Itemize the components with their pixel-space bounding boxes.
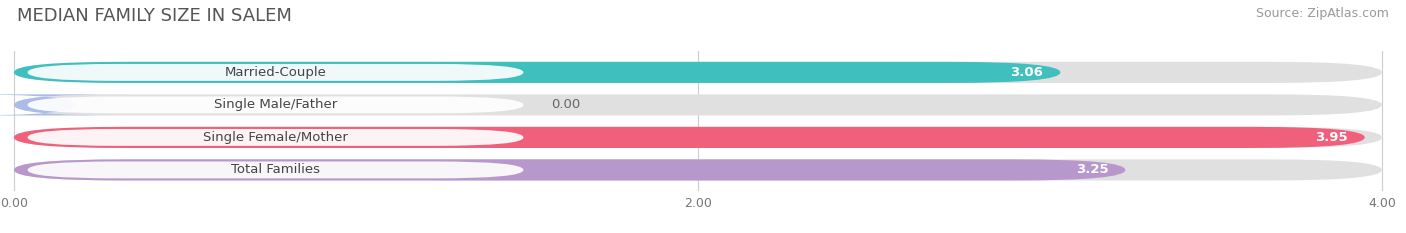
FancyBboxPatch shape: [28, 161, 523, 178]
Text: Single Female/Mother: Single Female/Mother: [202, 131, 347, 144]
Text: 0.00: 0.00: [551, 98, 581, 111]
Text: Source: ZipAtlas.com: Source: ZipAtlas.com: [1256, 7, 1389, 20]
Text: 3.06: 3.06: [1011, 66, 1043, 79]
FancyBboxPatch shape: [14, 159, 1382, 181]
Text: Married-Couple: Married-Couple: [225, 66, 326, 79]
FancyBboxPatch shape: [28, 96, 523, 113]
FancyBboxPatch shape: [14, 62, 1060, 83]
Text: Total Families: Total Families: [231, 163, 321, 176]
FancyBboxPatch shape: [28, 129, 523, 146]
Text: MEDIAN FAMILY SIZE IN SALEM: MEDIAN FAMILY SIZE IN SALEM: [17, 7, 292, 25]
Text: Single Male/Father: Single Male/Father: [214, 98, 337, 111]
FancyBboxPatch shape: [14, 62, 1382, 83]
FancyBboxPatch shape: [14, 127, 1365, 148]
FancyBboxPatch shape: [14, 127, 1382, 148]
FancyBboxPatch shape: [0, 94, 125, 116]
FancyBboxPatch shape: [14, 94, 1382, 116]
Text: 3.95: 3.95: [1315, 131, 1348, 144]
FancyBboxPatch shape: [28, 64, 523, 81]
Text: 3.25: 3.25: [1076, 163, 1108, 176]
FancyBboxPatch shape: [14, 159, 1125, 181]
